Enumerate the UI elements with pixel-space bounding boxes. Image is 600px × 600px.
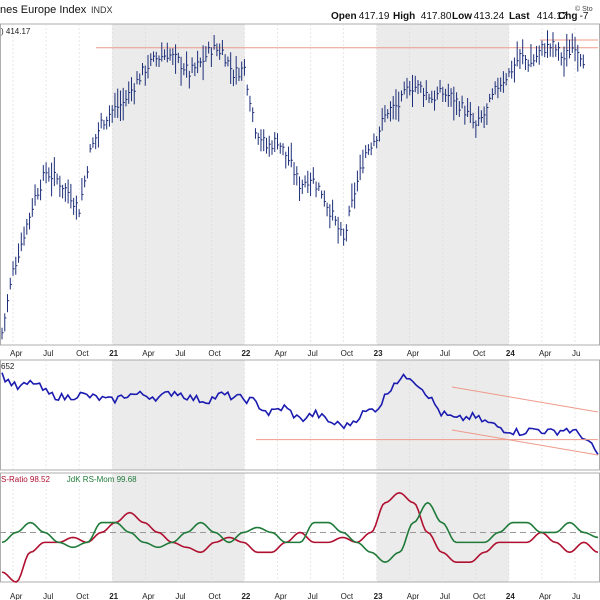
panel-frame <box>0 472 600 583</box>
chart-header: nes Europe Index INDX © Sto Open 417.19 Hi… <box>0 0 600 22</box>
x-tick-label: Apr <box>407 349 420 358</box>
quote-label: Open <box>331 11 357 22</box>
quote-value: 417.80 <box>421 11 452 22</box>
x-tick-label: Apr <box>142 592 155 600</box>
price-last-label: ) 414.17 <box>1 27 31 36</box>
rs-mom-line <box>1 501 599 564</box>
x-tick-label: Oct <box>76 349 89 358</box>
x-tick-label: 23 <box>374 349 383 358</box>
year-shade <box>376 473 509 582</box>
quote-label: Last <box>509 11 530 22</box>
x-tick-label: Jul <box>440 592 450 600</box>
rs-line <box>1 372 599 455</box>
year-shade <box>112 360 245 470</box>
x-tick-label: Ju <box>572 592 580 600</box>
x-tick-label: 23 <box>374 592 383 600</box>
x-tick-label: Oct <box>473 349 486 358</box>
x-tick-label: Jul <box>43 349 53 358</box>
x-tick-label: Apr <box>539 349 552 358</box>
rs-channel-bottom <box>451 429 599 456</box>
header-svg: nes Europe Index INDX © Sto Open 417.19 Hi… <box>0 4 593 22</box>
x-tick-label: 24 <box>506 592 515 600</box>
x-tick-label: Apr <box>142 349 155 358</box>
year-shade <box>376 360 509 470</box>
year-shade <box>112 473 245 582</box>
x-tick-label: Apr <box>275 592 288 600</box>
x-tick-label: Ju <box>572 349 580 358</box>
x-tick-label: Jul <box>308 349 318 358</box>
quote-value: 414.17 <box>537 11 568 22</box>
x-tick-label: Oct <box>473 592 486 600</box>
index-title: nes Europe Index <box>0 4 87 16</box>
rs-channel-top <box>451 386 599 413</box>
rs-ratio-line <box>1 491 599 583</box>
quote-value: 417.19 <box>359 11 390 22</box>
x-tick-label: Oct <box>208 592 221 600</box>
quote-value: 413.24 <box>474 11 505 22</box>
quote-row: Open 417.19 High 417.80 Low 413.24 Last 414.17C… <box>331 11 589 22</box>
quote-label: Low <box>452 11 472 22</box>
x-tick-label: Jul <box>43 592 53 600</box>
symbol-type: INDX <box>91 5 113 15</box>
rrg-legend-entry: S-Ratio 98.52 <box>1 475 50 484</box>
rrg-legend-entry: JdK RS-Mom 99.68 <box>67 475 137 484</box>
x-tick-label: Oct <box>208 349 221 358</box>
quote-label: Chg <box>558 11 577 22</box>
x-tick-label: 22 <box>241 349 250 358</box>
x-tick-label: Jul <box>308 592 318 600</box>
x-tick-label: Jul <box>175 592 185 600</box>
x-tick-label: Apr <box>10 349 23 358</box>
x-tick-label: Oct <box>341 349 354 358</box>
panel-frame <box>0 359 600 471</box>
x-tick-label: Apr <box>275 349 288 358</box>
x-tick-label: Apr <box>10 592 23 600</box>
x-tick-label: 21 <box>109 592 118 600</box>
x-tick-label: Oct <box>76 592 89 600</box>
x-tick-label: Oct <box>341 592 354 600</box>
x-tick-label: 24 <box>506 349 515 358</box>
x-tick-label: Apr <box>407 592 420 600</box>
x-tick-label: Jul <box>440 349 450 358</box>
rs-last-label: 652 <box>1 362 15 371</box>
x-tick-label: 21 <box>109 349 118 358</box>
quote-value: -7 <box>580 11 589 22</box>
x-tick-label: Apr <box>539 592 552 600</box>
copyright: © Sto <box>575 5 593 13</box>
quote-label: High <box>393 11 415 22</box>
x-tick-label: 22 <box>241 592 250 600</box>
x-tick-label: Jul <box>175 349 185 358</box>
